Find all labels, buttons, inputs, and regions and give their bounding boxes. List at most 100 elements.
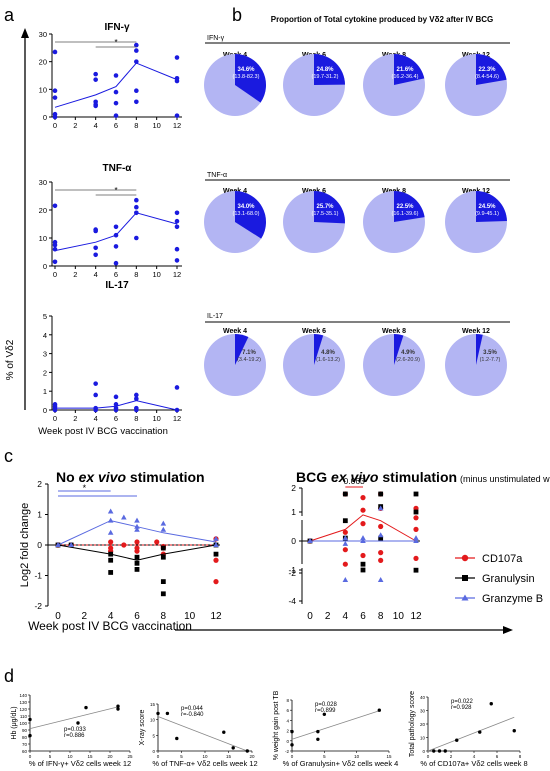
data-point-granzyme <box>134 517 140 523</box>
scatter-plot-0: IFN-γ 0 10 20 30 0 2 4 6 8 10 12 * <box>39 22 182 130</box>
data-point <box>52 95 58 100</box>
row-title: TNF-α <box>207 172 227 179</box>
data-point <box>134 197 139 203</box>
x-tick-label: 6 <box>114 121 118 130</box>
y-tick-label: 15 <box>150 702 156 707</box>
pie-percent-label: 22.3% <box>478 67 496 73</box>
data-point <box>455 738 459 742</box>
data-point <box>134 204 139 210</box>
y-tick-label: 2 <box>291 483 296 493</box>
pie-percent-label: 4.9% <box>401 350 415 356</box>
pie-slice-vd2 <box>476 191 507 222</box>
data-point-granulysin <box>413 567 419 573</box>
panel-letter-d: d <box>4 666 14 686</box>
x-tick-label: 5 <box>323 754 326 759</box>
x-tick-label: 4 <box>94 414 98 423</box>
x-tick-label: 0 <box>29 754 32 759</box>
y-tick-label: 0 <box>43 262 47 271</box>
data-point-cd107a <box>342 547 348 553</box>
data-point <box>316 729 320 734</box>
y-tick-label: 70 <box>22 742 28 747</box>
data-point-granzyme <box>134 523 140 529</box>
data-point <box>174 78 180 84</box>
data-point <box>174 218 180 224</box>
y-tick-label: 0 <box>291 536 296 546</box>
data-point <box>113 100 119 106</box>
data-point <box>113 224 119 230</box>
x-tick-label: 6 <box>134 611 140 622</box>
data-point-cd107a <box>413 515 419 521</box>
x-tick-label: 12 <box>173 270 181 279</box>
x-tick-label: 10 <box>354 754 360 759</box>
y-tick-label: 30 <box>420 709 426 714</box>
x-tick-label: 20 <box>107 754 113 759</box>
y-tick-label: 8 <box>286 698 289 703</box>
data-point-granulysin <box>160 591 166 597</box>
data-point-granulysin <box>108 557 114 563</box>
y-axis-label: Hb (μg/dL) <box>11 706 18 739</box>
y-tick-label: 130 <box>19 700 27 705</box>
p-value-label: p=0.044 <box>181 706 204 712</box>
x-tick-label: 12 <box>410 611 422 622</box>
significance-star: * <box>114 186 117 195</box>
x-tick-label: 0 <box>307 611 313 622</box>
data-point-granulysin <box>134 567 140 572</box>
pie-slice-vd2 <box>314 53 345 85</box>
data-point-cd107a <box>360 495 366 501</box>
legend-marker-granzyme <box>461 594 469 601</box>
data-point <box>134 42 139 48</box>
pie-range-label: (17.5-35.1) <box>312 211 339 217</box>
data-point <box>113 402 119 407</box>
y-tick-label: 5 <box>43 312 47 321</box>
row-title: IL-17 <box>207 313 223 320</box>
y-tick-label: 40 <box>420 695 426 700</box>
data-point-granulysin <box>160 545 166 551</box>
data-point-granulysin <box>413 491 419 497</box>
data-point <box>113 244 119 249</box>
x-tick-label: 8 <box>519 754 522 759</box>
data-point-granzyme <box>377 532 384 538</box>
data-point-granzyme <box>213 542 219 547</box>
y-tick-label: 4 <box>43 331 47 340</box>
data-point-granulysin <box>160 579 166 584</box>
data-point <box>156 711 160 716</box>
plot-title: IFN-γ <box>105 22 130 33</box>
y-tick-label: 20 <box>39 206 47 215</box>
y-tick-label: -1 <box>34 571 42 581</box>
data-point <box>174 224 180 230</box>
significance-pvalue: 0.063 <box>344 476 366 486</box>
data-point <box>93 381 98 386</box>
x-tick-label: 8 <box>134 414 138 423</box>
x-tick-label: 0 <box>53 270 57 279</box>
data-point-granulysin <box>360 561 366 567</box>
pie-slice-vd2 <box>235 54 267 103</box>
panel-c-ylabel: Log2 fold change <box>19 503 31 587</box>
x-tick-label: 10 <box>393 611 405 622</box>
correlation-plot-0: 60 70 80 90 100 110 120 130 140 0 5 10 15 20 25 p=0.033… <box>11 693 133 768</box>
data-point-granzyme <box>360 535 366 541</box>
data-point <box>93 228 98 234</box>
x-tick-label: 2 <box>73 270 77 279</box>
data-point-granzyme <box>134 526 140 532</box>
y-tick-label: 2 <box>286 729 289 734</box>
data-point-granzyme <box>413 535 419 541</box>
data-point <box>174 258 180 263</box>
pie-week-label: Week 6 <box>302 328 326 335</box>
x-axis-label: % of IFN-γ+ Vδ2 cells week 12 <box>29 759 131 768</box>
data-point-cd107a <box>378 557 384 564</box>
data-point-granulysin <box>378 535 384 541</box>
data-point-granzyme <box>413 538 419 543</box>
row-title: IFN-γ <box>207 35 225 42</box>
data-point-granulysin <box>413 509 419 515</box>
p-value-label: p=0.033 <box>64 727 87 733</box>
data-point-granzyme <box>107 529 114 535</box>
data-point <box>52 49 58 55</box>
x-tick-label: 4 <box>94 121 98 130</box>
data-point <box>134 48 139 53</box>
data-point <box>290 743 294 747</box>
y-tick-label: 110 <box>20 714 28 719</box>
data-point-granzyme <box>160 520 167 526</box>
legend-label-granulysin: Granulysin <box>482 573 535 585</box>
